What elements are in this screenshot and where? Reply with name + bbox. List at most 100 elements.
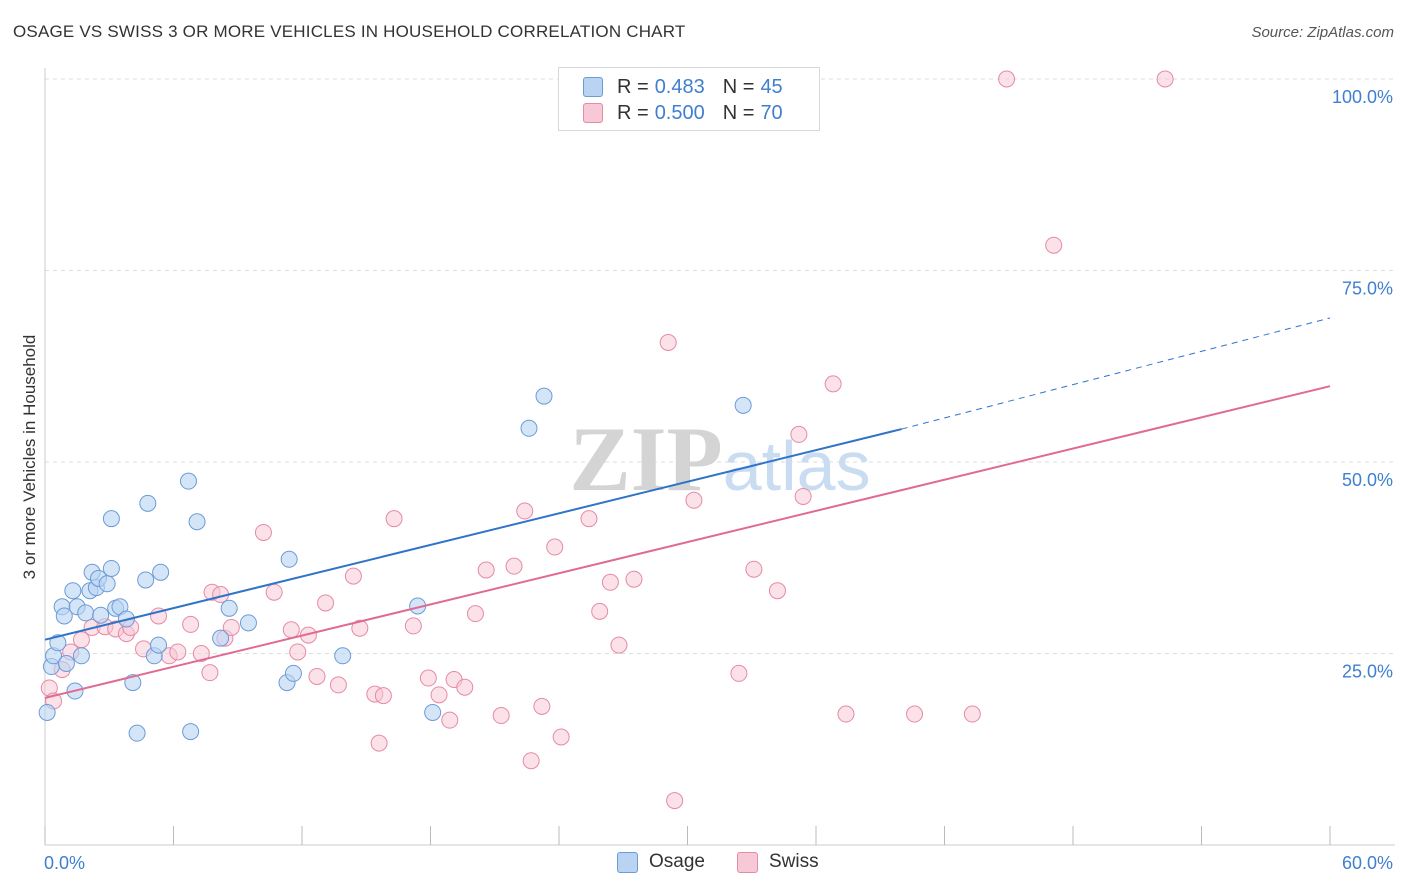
swiss-r-value: 0.500: [654, 101, 705, 124]
x-tick-label: 60.0%: [1342, 853, 1393, 873]
source-label: Source: ZipAtlas.com: [1251, 24, 1394, 41]
y-axis-label: 3 or more Vehicles in Household: [20, 335, 39, 580]
osage-n-label: N =: [722, 75, 755, 98]
chart-title: OSAGE VS SWISS 3 OR MORE VEHICLES IN HOU…: [13, 22, 686, 41]
swiss-point: [254, 523, 272, 541]
osage-point: [535, 387, 553, 405]
osage-point: [72, 647, 90, 665]
swiss-point: [430, 686, 448, 704]
swiss-point: [282, 621, 300, 639]
swiss-point: [1045, 236, 1063, 254]
swiss-point: [441, 711, 459, 729]
swiss-point: [317, 594, 335, 612]
swiss-point: [492, 707, 510, 725]
swiss-point: [659, 334, 677, 352]
swiss-point: [419, 669, 437, 687]
swiss-point: [477, 561, 495, 579]
osage-trend-extension: [901, 317, 1331, 430]
swiss-point: [591, 602, 609, 620]
legend-row-swiss: R = 0.500 N = 70: [583, 100, 783, 126]
osage-point: [128, 724, 146, 742]
swiss-legend-swatch: [736, 851, 758, 873]
trend-lines: [44, 317, 1331, 699]
swiss-point: [351, 619, 369, 637]
swiss-point: [963, 705, 981, 723]
swiss-point: [308, 667, 326, 685]
swiss-point: [533, 697, 551, 715]
swiss-point: [201, 664, 219, 682]
swiss-point: [182, 615, 200, 633]
osage-trend-line: [44, 428, 902, 641]
osage-point: [182, 723, 200, 741]
swiss-point: [344, 567, 362, 585]
swiss-point: [456, 678, 474, 696]
swiss-point: [906, 705, 924, 723]
osage-point: [734, 396, 752, 414]
x-tick-label: 0.0%: [44, 853, 85, 873]
axes: [44, 68, 1395, 846]
swiss-n-label: N =: [722, 101, 755, 124]
swiss-point: [385, 510, 403, 528]
osage-point: [179, 472, 197, 490]
osage-point: [220, 599, 238, 617]
swiss-point: [222, 618, 240, 636]
osage-point: [38, 703, 56, 721]
osage-point: [102, 510, 120, 528]
osage-point: [424, 703, 442, 721]
swiss-point: [374, 687, 392, 705]
osage-point: [334, 647, 352, 665]
osage-point: [137, 571, 155, 589]
legend-item-swiss[interactable]: Swiss: [736, 851, 819, 873]
swiss-point: [546, 538, 564, 556]
swiss-point: [505, 557, 523, 575]
osage-point: [139, 494, 157, 512]
swiss-point: [404, 617, 422, 635]
swiss-point: [370, 734, 388, 752]
legend-row-osage: R = 0.483 N = 45: [583, 74, 783, 100]
osage-point: [239, 614, 257, 632]
swiss-point: [730, 664, 748, 682]
osage-point: [150, 636, 168, 654]
y-tick-label: 100.0%: [1332, 87, 1393, 107]
swiss-point: [685, 491, 703, 509]
swiss-point: [265, 583, 283, 601]
osage-point: [98, 575, 116, 593]
osage-point: [77, 604, 95, 622]
osage-point: [280, 550, 298, 568]
osage-point: [520, 419, 538, 437]
legend-item-osage[interactable]: Osage: [617, 851, 705, 873]
osage-legend-label: Osage: [649, 851, 705, 872]
swiss-point: [516, 502, 534, 520]
swiss-point: [601, 573, 619, 591]
osage-point: [92, 606, 110, 624]
swiss-point: [837, 705, 855, 723]
swiss-point: [998, 70, 1016, 88]
swiss-point: [466, 605, 484, 623]
swiss-n-value: 70: [760, 101, 783, 124]
osage-r-value: 0.483: [654, 75, 705, 98]
swiss-point: [169, 643, 187, 661]
y-tick-label: 50.0%: [1342, 470, 1393, 490]
swiss-point: [745, 560, 763, 578]
x-tick-labels: 0.0% 60.0%: [44, 853, 1393, 873]
osage-point: [188, 513, 206, 531]
osage-point: [102, 559, 120, 577]
swiss-point: [768, 582, 786, 600]
swiss-point: [794, 487, 812, 505]
osage-r-label: R =: [617, 75, 649, 98]
osage-point: [212, 629, 230, 647]
osage-swatch: [583, 77, 603, 97]
stats-legend: R = 0.483 N = 45 R = 0.500 N = 70: [558, 67, 820, 131]
swiss-point: [329, 676, 347, 694]
gridlines: [45, 78, 1395, 654]
swiss-point: [580, 510, 598, 528]
watermark: ZIPatlas: [569, 408, 870, 510]
osage-point: [49, 634, 67, 652]
swiss-point: [1156, 70, 1174, 88]
swiss-swatch: [583, 103, 603, 123]
swiss-point: [666, 792, 684, 810]
swiss-point: [790, 425, 808, 443]
osage-point: [55, 607, 73, 625]
swiss-trend-line: [44, 385, 1331, 699]
